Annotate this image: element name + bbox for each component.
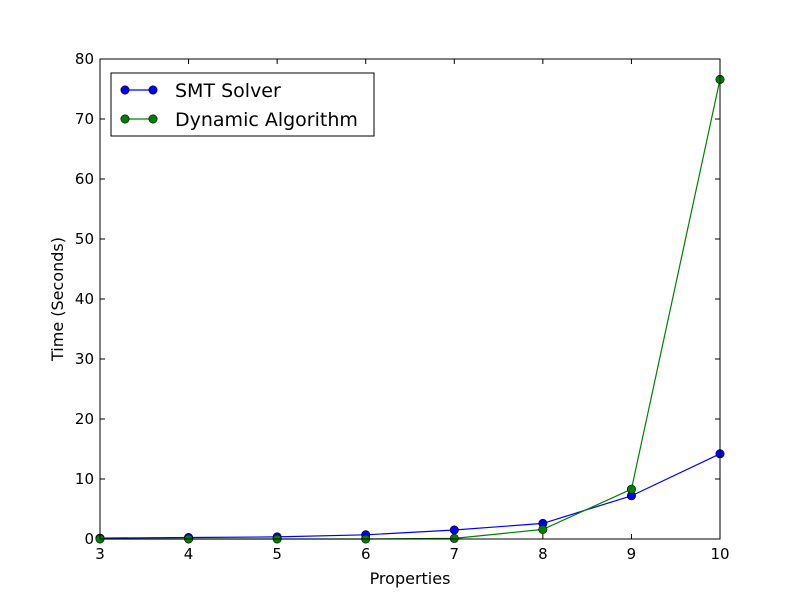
- legend-label-dynamic-algorithm: Dynamic Algorithm: [175, 109, 358, 131]
- plot-area-frame: [99, 58, 721, 540]
- legend-marker-dynamic-algorithm: [120, 114, 130, 124]
- data-point-dynamic-algorithm: [449, 533, 459, 543]
- y-tick-label: 30: [75, 350, 94, 368]
- x-tick-label: 9: [627, 545, 637, 563]
- legend: SMT Solver Dynamic Algorithm: [110, 72, 375, 137]
- series-line-smt-solver: [99, 453, 721, 539]
- x-axis-label: Properties: [370, 569, 451, 588]
- y-tick-label: 40: [75, 290, 94, 308]
- y-tick-label: 60: [75, 170, 94, 188]
- y-tick-label: 10: [75, 470, 94, 488]
- tick-labels-layer: 3 4 5 6 7 8 9 10 0 10 20 30 40 50 60 70 80: [75, 50, 730, 563]
- y-tick-label: 80: [75, 50, 94, 68]
- legend-label-smt-solver: SMT Solver: [175, 80, 281, 102]
- data-point-dynamic-algorithm: [626, 484, 636, 494]
- x-tick-label: 3: [95, 545, 105, 563]
- series-layer: [95, 74, 725, 544]
- data-point-smt-solver: [449, 525, 459, 535]
- x-tick-label: 4: [184, 545, 194, 563]
- y-tick-label: 50: [75, 230, 94, 248]
- y-tick-label: 0: [84, 530, 94, 548]
- x-tick-label: 7: [450, 545, 460, 563]
- legend-box: [110, 72, 375, 137]
- legend-marker-smt-solver: [148, 85, 158, 95]
- legend-marker-smt-solver: [120, 85, 130, 95]
- x-tick-label: 5: [272, 545, 282, 563]
- y-axis-label: Time (Seconds): [48, 237, 67, 362]
- series-line-dynamic-algorithm: [100, 79, 721, 540]
- y-tick-label: 20: [75, 410, 94, 428]
- x-tick-label: 6: [361, 545, 371, 563]
- x-tick-label: 8: [538, 545, 548, 563]
- y-tick-label: 70: [75, 110, 94, 128]
- x-tick-label: 10: [710, 545, 729, 563]
- legend-marker-dynamic-algorithm: [148, 114, 158, 124]
- data-point-dynamic-algorithm: [538, 524, 548, 534]
